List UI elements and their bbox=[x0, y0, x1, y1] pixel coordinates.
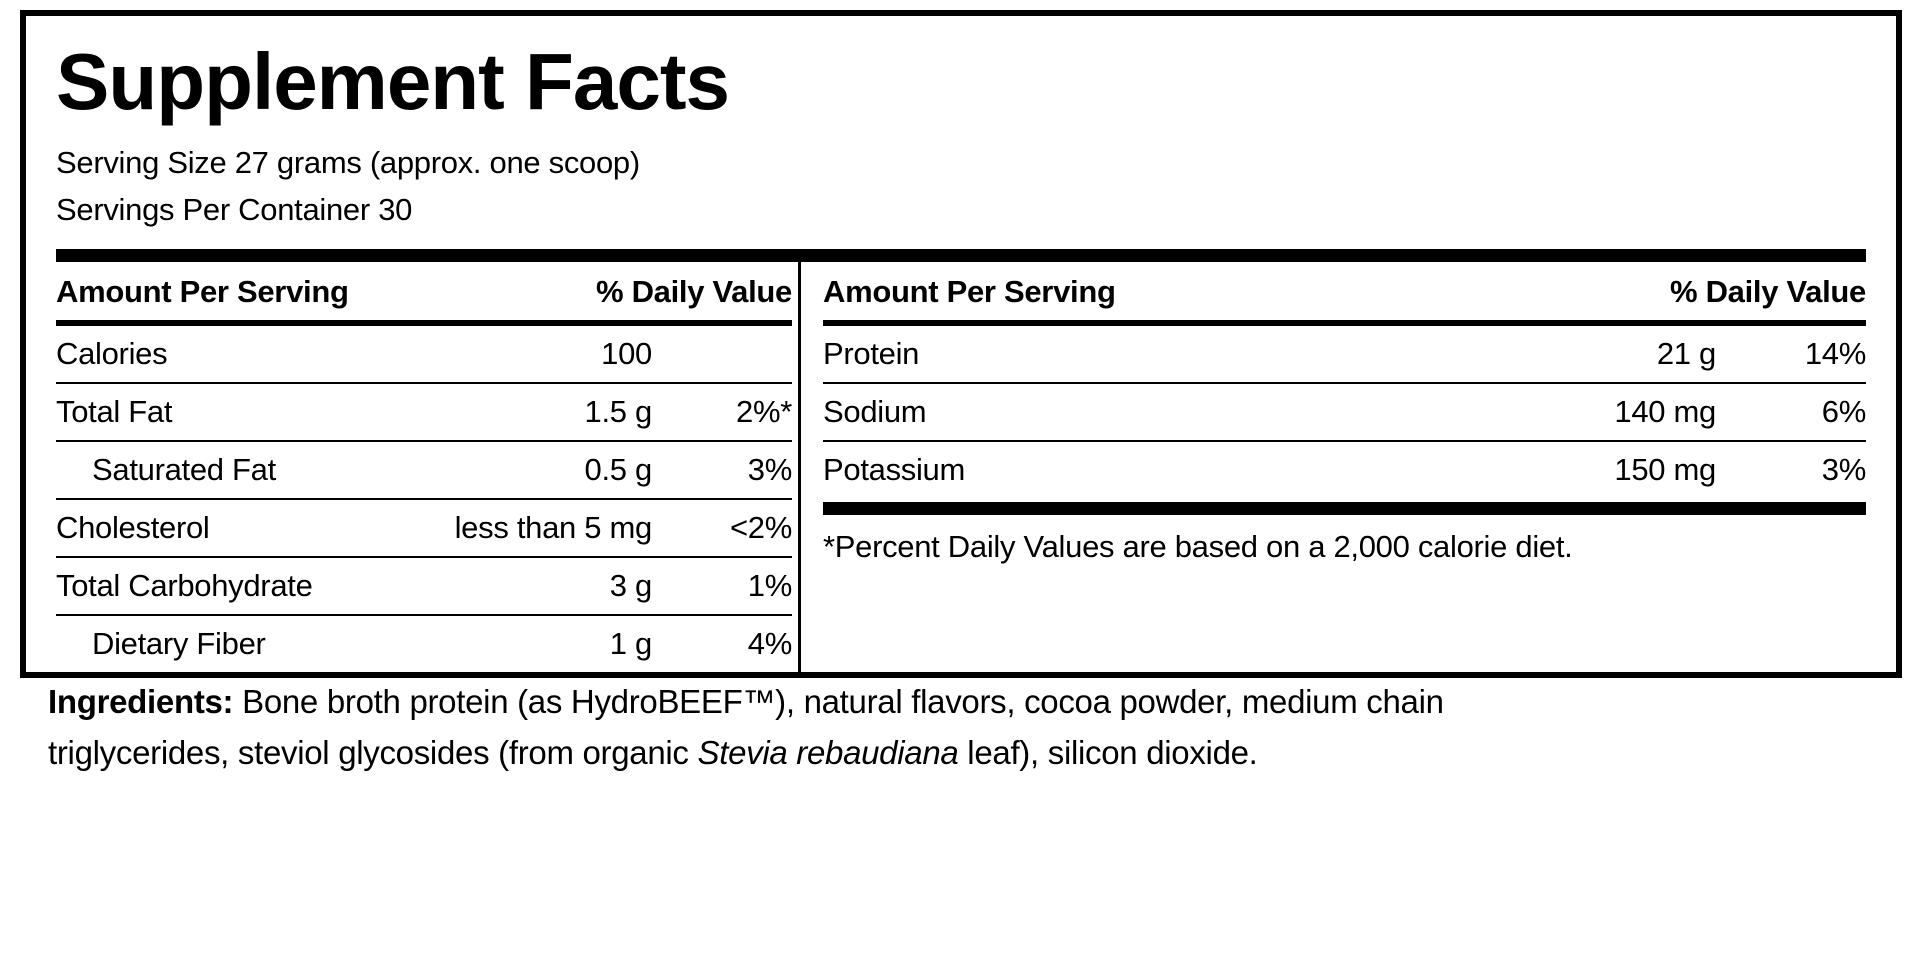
nutrient-row-potassium: Potassium 150 mg 3% bbox=[823, 442, 1866, 498]
supplement-facts-title: Supplement Facts bbox=[56, 37, 730, 126]
nutrient-dv: 4% bbox=[747, 626, 793, 661]
right-header-amount-label: Amount Per Serving bbox=[823, 274, 1116, 309]
nutrient-amount: 100 bbox=[601, 336, 652, 371]
right-column-header: Amount Per Serving % Daily Value bbox=[823, 262, 1866, 326]
nutrient-amount: 150 mg bbox=[1614, 452, 1716, 487]
serving-size-text: Serving Size 27 grams (approx. one scoop… bbox=[56, 145, 640, 180]
nutrient-name: Cholesterol bbox=[56, 510, 210, 545]
ingredients-latin-name: Stevia rebaudiana bbox=[697, 734, 959, 772]
footnote-divider-bar bbox=[823, 502, 1866, 515]
nutrient-amount: 1.5 g bbox=[584, 394, 653, 429]
ingredients-text-part1: Bone broth protein (as HydroBEEF™), natu… bbox=[48, 683, 1444, 772]
nutrient-amount: 140 mg bbox=[1614, 394, 1716, 429]
nutrient-dv: 1% bbox=[747, 568, 793, 603]
nutrient-name: Total Carbohydrate bbox=[56, 568, 313, 603]
nutrient-name: Dietary Fiber bbox=[92, 626, 266, 661]
nutrient-dv: 14% bbox=[1804, 336, 1866, 371]
ingredients-paragraph: Ingredients: Bone broth protein (as Hydr… bbox=[48, 676, 1508, 778]
nutrient-dv: 2%* bbox=[736, 394, 792, 429]
nutrient-row-total-carbohydrate: Total Carbohydrate 3 g 1% bbox=[56, 558, 792, 616]
nutrient-row-cholesterol: Cholesterol less than 5 mg <2% bbox=[56, 500, 792, 558]
nutrient-amount: 1 g bbox=[609, 626, 653, 661]
nutrient-amount: less than 5 mg bbox=[454, 510, 653, 545]
nutrient-amount: 0.5 g bbox=[584, 452, 653, 487]
nutrient-dv: <2% bbox=[729, 510, 792, 545]
facts-columns: Amount Per Serving % Daily Value Calorie… bbox=[56, 262, 1866, 672]
nutrient-amount: 3 g bbox=[609, 568, 653, 603]
left-header-dv-label: % Daily Value bbox=[596, 274, 792, 309]
top-divider-bar bbox=[56, 249, 1866, 262]
supplement-facts-panel: Supplement Facts Serving Size 27 grams (… bbox=[20, 10, 1902, 678]
nutrient-name: Sodium bbox=[823, 394, 927, 429]
nutrient-dv: 6% bbox=[1821, 394, 1867, 429]
nutrient-row-total-fat: Total Fat 1.5 g 2%* bbox=[56, 384, 792, 442]
right-header-dv-label: % Daily Value bbox=[1670, 274, 1866, 309]
nutrient-row-dietary-fiber: Dietary Fiber 1 g 4% bbox=[56, 616, 792, 672]
nutrient-name: Potassium bbox=[823, 452, 966, 487]
nutrient-name: Total Fat bbox=[56, 394, 173, 429]
nutrient-name: Protein bbox=[823, 336, 920, 371]
servings-per-container-text: Servings Per Container 30 bbox=[56, 191, 413, 227]
nutrient-row-sodium: Sodium 140 mg 6% bbox=[823, 384, 1866, 442]
left-column-header: Amount Per Serving % Daily Value bbox=[56, 262, 792, 326]
nutrient-name: Saturated Fat bbox=[92, 452, 276, 487]
left-facts-column: Amount Per Serving % Daily Value Calorie… bbox=[56, 262, 798, 672]
nutrient-dv: 3% bbox=[1821, 452, 1867, 487]
nutrient-amount: 21 g bbox=[1656, 336, 1716, 371]
vertical-column-divider bbox=[798, 262, 801, 672]
left-header-amount-label: Amount Per Serving bbox=[56, 274, 349, 309]
nutrient-name: Calories bbox=[56, 336, 168, 371]
right-facts-column: Amount Per Serving % Daily Value Protein… bbox=[801, 262, 1866, 672]
nutrient-row-calories: Calories 100 bbox=[56, 326, 792, 384]
nutrient-dv: 3% bbox=[747, 452, 793, 487]
nutrient-row-protein: Protein 21 g 14% bbox=[823, 326, 1866, 384]
daily-value-footnote: *Percent Daily Values are based on a 2,0… bbox=[823, 529, 1573, 564]
nutrient-row-saturated-fat: Saturated Fat 0.5 g 3% bbox=[56, 442, 792, 500]
ingredients-heading: Ingredients: bbox=[48, 683, 234, 720]
ingredients-text-part2: leaf), silicon dioxide. bbox=[958, 734, 1258, 772]
